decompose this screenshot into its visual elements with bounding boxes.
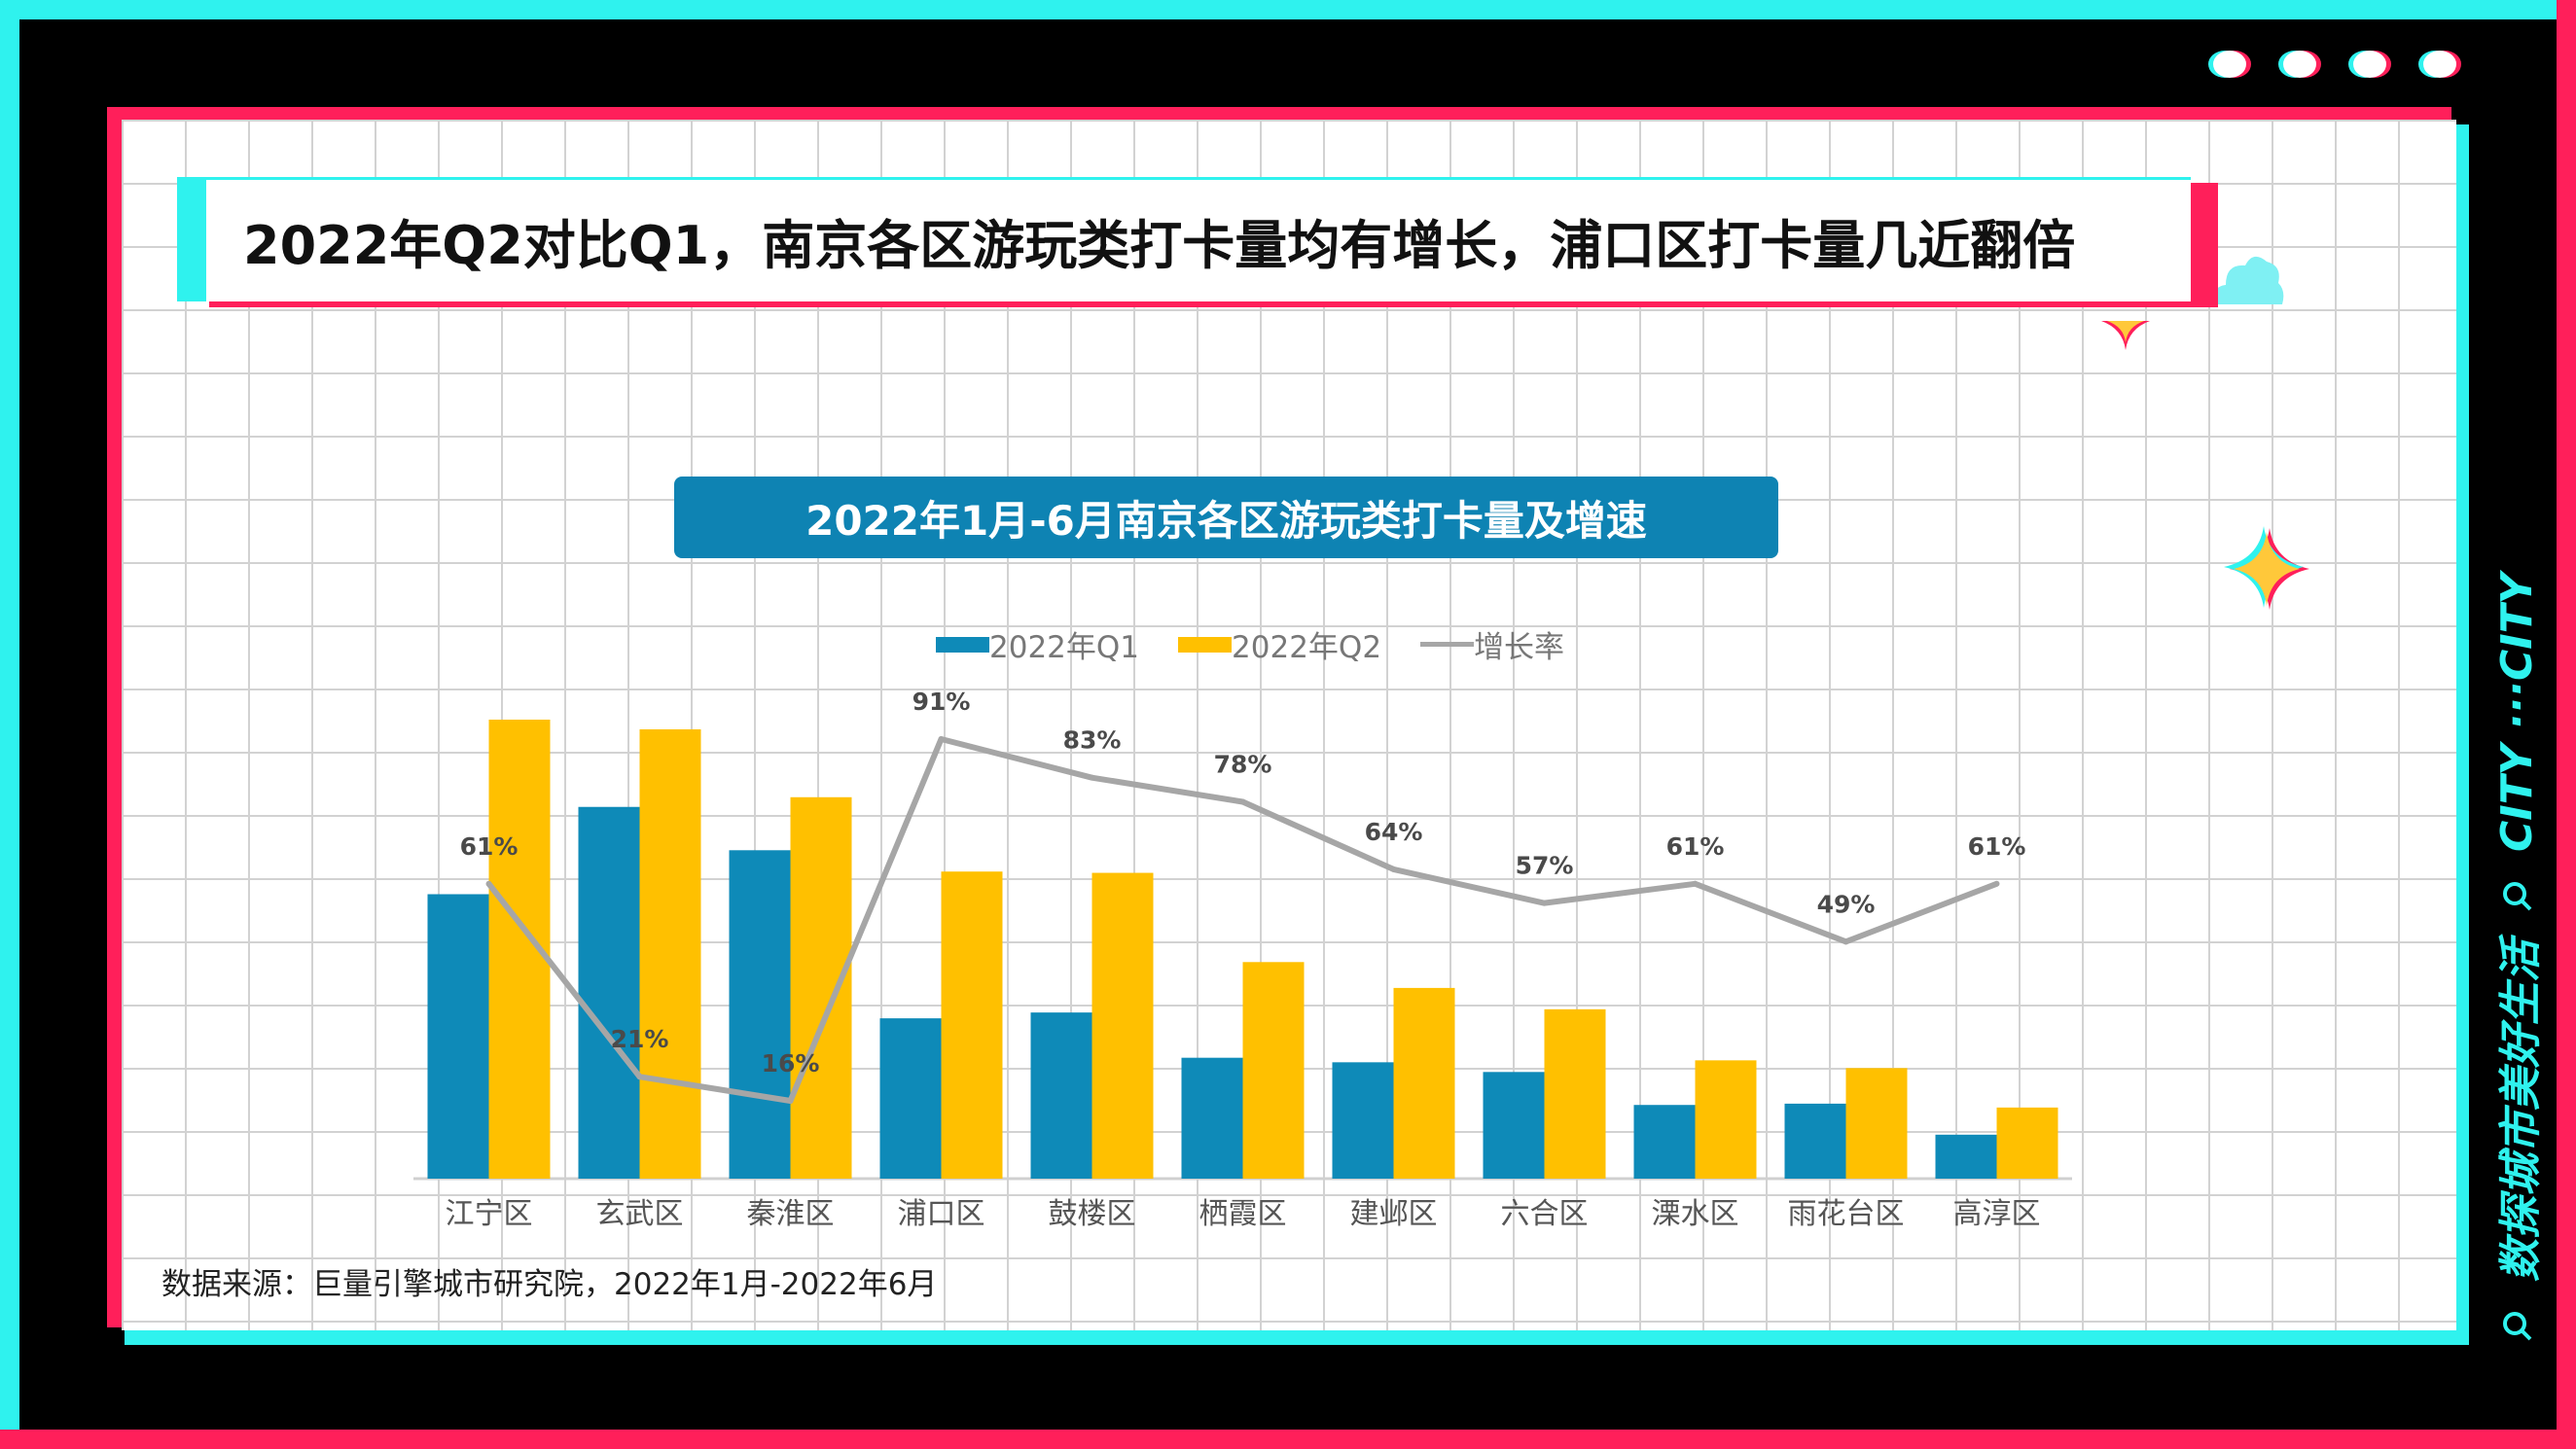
x-tick-label-5: 栖霞区 [1199,1197,1287,1231]
dot-icon [2353,51,2386,78]
bar-q2-8 [1695,1060,1757,1179]
chart-legend: 2022年Q1 2022年Q2 增长率 [936,622,1564,666]
frame-top-border [0,0,2576,19]
bar-q1-0 [427,894,489,1179]
window-dots [2213,51,2456,78]
search-icon [2503,882,2532,911]
bar-q2-3 [941,871,1003,1179]
x-tick-label-3: 浦口区 [898,1197,985,1231]
growth-rate-label-4: 83% [1063,726,1122,755]
growth-rate-label-7: 57% [1516,852,1574,880]
bar-q2-2 [790,796,852,1179]
bar-q2-4 [1091,872,1154,1179]
growth-rate-point-3 [938,736,945,742]
growth-rate-point-6 [1390,866,1397,872]
growth-rate-point-8 [1692,880,1699,887]
cloud-icon [2214,256,2284,304]
bar-q2-7 [1544,1008,1606,1179]
dot-icon [2213,51,2246,78]
growth-rate-point-7 [1541,900,1548,906]
bar-q1-6 [1332,1062,1394,1179]
growth-rate-label-0: 61% [460,832,519,861]
dot-icon [2423,51,2456,78]
growth-rate-point-5 [1239,798,1246,805]
chart-title: 2022年1月-6月南京各区游玩类打卡量及增速 [674,477,1778,558]
data-source: 数据来源：巨量引擎城市研究院，2022年1月-2022年6月 [161,1267,938,1302]
x-tick-label-4: 鼓楼区 [1049,1197,1136,1231]
bar-q2-10 [1996,1107,2058,1179]
bar-q1-1 [578,806,640,1179]
bar-q1-7 [1483,1072,1545,1179]
bar-q1-2 [729,850,791,1179]
growth-rate-point-1 [636,1074,643,1080]
x-tick-label-6: 建邺区 [1350,1197,1438,1231]
bar-q2-6 [1393,987,1455,1179]
bar-q2-5 [1242,962,1305,1179]
bar-q1-3 [879,1018,942,1179]
growth-rate-point-4 [1089,774,1095,781]
star-sparkle-icon [2224,526,2309,610]
growth-rate-point-2 [787,1098,794,1104]
bar-q2-9 [1845,1068,1908,1179]
x-tick-label-8: 溧水区 [1652,1197,1739,1231]
side-banner: 数探城市美好生活 CITY ···CITY [2486,573,2548,1342]
bar-q1-8 [1633,1105,1696,1179]
growth-rate-label-1: 21% [611,1025,669,1053]
legend-swatch-q1 [936,636,989,653]
legend-item-q1: 2022年Q1 [936,622,1139,666]
legend-item-q2: 2022年Q2 [1178,622,1381,666]
bar-q1-4 [1030,1012,1092,1179]
search-icon [2503,1312,2532,1341]
growth-rate-label-2: 16% [762,1049,820,1078]
growth-rate-label-5: 78% [1214,750,1272,778]
frame-right-border [2557,0,2576,1449]
frame-bottom-border [0,1430,2576,1449]
legend-swatch-q2 [1178,636,1233,653]
growth-rate-point-0 [485,880,492,887]
x-tick-label-0: 江宁区 [446,1197,533,1231]
legend-swatch-growth [1420,642,1475,647]
bar-q1-5 [1181,1057,1243,1179]
growth-rate-label-3: 91% [912,688,971,716]
legend-label-growth: 增长率 [1474,630,1565,665]
bar-q1-9 [1784,1103,1846,1179]
sparkle-icon [2101,321,2150,350]
growth-rate-label-6: 64% [1365,818,1423,846]
growth-rate-label-8: 61% [1666,832,1725,861]
dot-icon [2283,51,2316,78]
bar-q1-10 [1935,1134,1997,1179]
x-tick-label-10: 高淳区 [1953,1197,2041,1231]
growth-rate-point-10 [1993,880,2000,887]
x-tick-label-1: 玄武区 [596,1197,684,1231]
page-title: 2022年Q2对比Q1，南京各区游玩类打卡量均有增长，浦口区打卡量几近翻倍 [206,180,2191,301]
growth-rate-point-9 [1843,938,1849,945]
growth-rate-label-9: 49% [1817,890,1876,918]
growth-rate-label-10: 61% [1968,832,2026,861]
x-tick-label-7: 六合区 [1501,1197,1589,1231]
frame-left-border [0,0,19,1449]
legend-label-q2: 2022年Q2 [1232,630,1382,665]
bar-q2-1 [639,728,701,1179]
legend-item-growth: 增长率 [1420,622,1564,666]
x-tick-label-2: 秦淮区 [747,1197,835,1231]
legend-label-q1: 2022年Q1 [989,630,1140,665]
x-tick-label-9: 雨花台区 [1788,1197,1905,1231]
